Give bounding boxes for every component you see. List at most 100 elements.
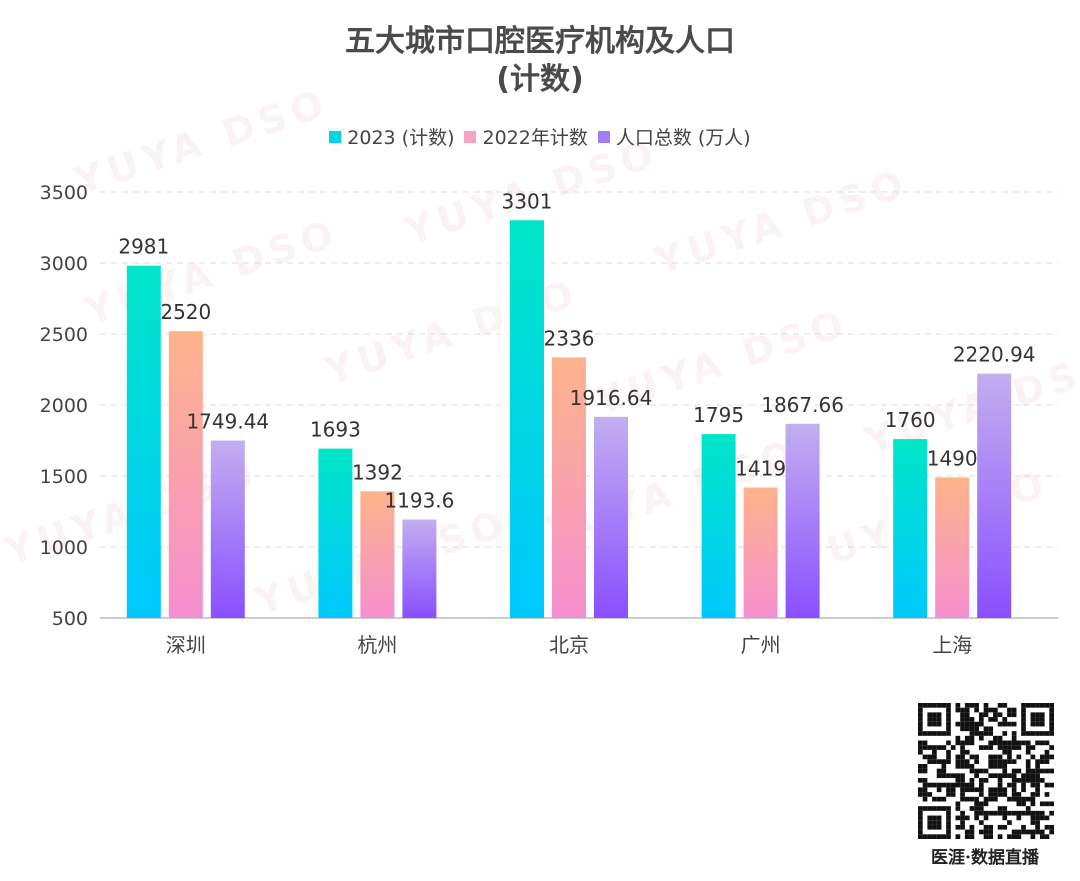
qr-module (1016, 745, 1022, 750)
qr-module (1025, 740, 1031, 746)
qr-module (927, 834, 933, 839)
legend-label-2022: 2022年计数 (482, 127, 588, 149)
qr-module (964, 707, 970, 713)
qr-module (955, 703, 961, 708)
qr-module (983, 796, 989, 802)
qr-module (1030, 810, 1036, 816)
qr-module (922, 745, 928, 750)
qr-module (1011, 735, 1017, 741)
qr-module (1035, 829, 1040, 835)
qr-module (1039, 721, 1045, 727)
qr-module (1035, 712, 1040, 718)
qr-module (918, 726, 923, 732)
qr-module (1044, 740, 1050, 746)
qr-module (932, 834, 937, 839)
y-tick-label: 500 (52, 608, 88, 630)
legend-label-2023: 2023 (计数) (347, 127, 455, 149)
qr-module (1011, 731, 1017, 736)
qr-module (978, 768, 984, 774)
qr-module (946, 754, 951, 760)
qr-module (955, 778, 961, 783)
qr-module (988, 726, 994, 732)
qr-module (927, 712, 933, 718)
qr-module (1016, 834, 1022, 839)
qr-module (974, 759, 979, 764)
qr-module (993, 707, 998, 713)
qr-module (1016, 740, 1022, 746)
qr-module (932, 717, 937, 722)
data-label: 2520 (160, 300, 211, 324)
qr-module (1035, 768, 1040, 774)
qr-module (922, 768, 928, 774)
qr-module (969, 787, 975, 793)
qr-module (946, 810, 951, 816)
qr-module (955, 834, 961, 839)
qr-module (1007, 707, 1012, 713)
qr-module (918, 731, 923, 736)
qr-module (1021, 703, 1026, 708)
qr-module (1016, 792, 1022, 797)
qr-module (1002, 787, 1008, 793)
qr-module (1021, 778, 1026, 783)
qr-module (978, 792, 984, 797)
qr-module (946, 782, 951, 788)
chart-title: 五大城市口腔医疗机构及人口 (345, 24, 735, 59)
legend-label-population: 人口总数 (万人) (615, 127, 751, 149)
qr-module (1016, 796, 1022, 802)
legend-item-2023[interactable]: 2023 (计数) (329, 123, 454, 150)
qr-code[interactable] (918, 703, 1054, 843)
qr-module (946, 820, 951, 825)
qr-module (932, 782, 937, 788)
qr-module (974, 815, 979, 821)
qr-module (969, 796, 975, 802)
qr-module (964, 815, 970, 821)
qr-module (1002, 815, 1008, 821)
qr-module (960, 824, 965, 830)
qr-module (1035, 717, 1040, 722)
qr-module (1030, 731, 1036, 736)
qr-module (1002, 792, 1008, 797)
qr-module (1002, 759, 1008, 764)
qr-module (955, 763, 961, 769)
x-tick-label: 深圳 (166, 633, 206, 657)
qr-module (969, 726, 975, 732)
legend-item-2022[interactable]: 2022年计数 (464, 123, 588, 150)
qr-module (941, 731, 947, 736)
legend-item-population[interactable]: 人口总数 (万人) (597, 123, 751, 150)
y-tick-label: 1000 (40, 537, 88, 559)
qr-module (974, 801, 979, 807)
qr-module (1002, 824, 1008, 830)
qr-module (1030, 778, 1036, 783)
qr-module (918, 707, 923, 713)
qr-module (1049, 707, 1054, 713)
qr-module (969, 703, 975, 708)
qr-module (955, 740, 961, 746)
qr-module (932, 754, 937, 760)
qr-module (983, 801, 989, 807)
qr-module (941, 796, 947, 802)
qr-module (955, 735, 961, 741)
qr-module (1030, 712, 1036, 718)
qr-module (1007, 820, 1012, 825)
qr-module (1007, 810, 1012, 816)
qr-module (932, 749, 937, 755)
qr-module (927, 759, 933, 764)
qr-module (955, 815, 961, 821)
qr-module (1030, 768, 1036, 774)
data-label: 1193.6 (384, 489, 454, 513)
qr-module (936, 717, 942, 722)
qr-module (932, 796, 937, 802)
qr-module (988, 792, 994, 797)
qr-module (978, 735, 984, 741)
qr-module (941, 763, 947, 769)
qr-module (969, 717, 975, 722)
qr-module (997, 773, 1003, 779)
qr-module (960, 754, 965, 760)
qr-module (1021, 717, 1026, 722)
qr-module (974, 726, 979, 732)
qr-module (1035, 810, 1040, 816)
qr-module (988, 829, 994, 835)
qr-module (1044, 815, 1050, 821)
qr-module (988, 787, 994, 793)
qr-module (997, 721, 1003, 727)
